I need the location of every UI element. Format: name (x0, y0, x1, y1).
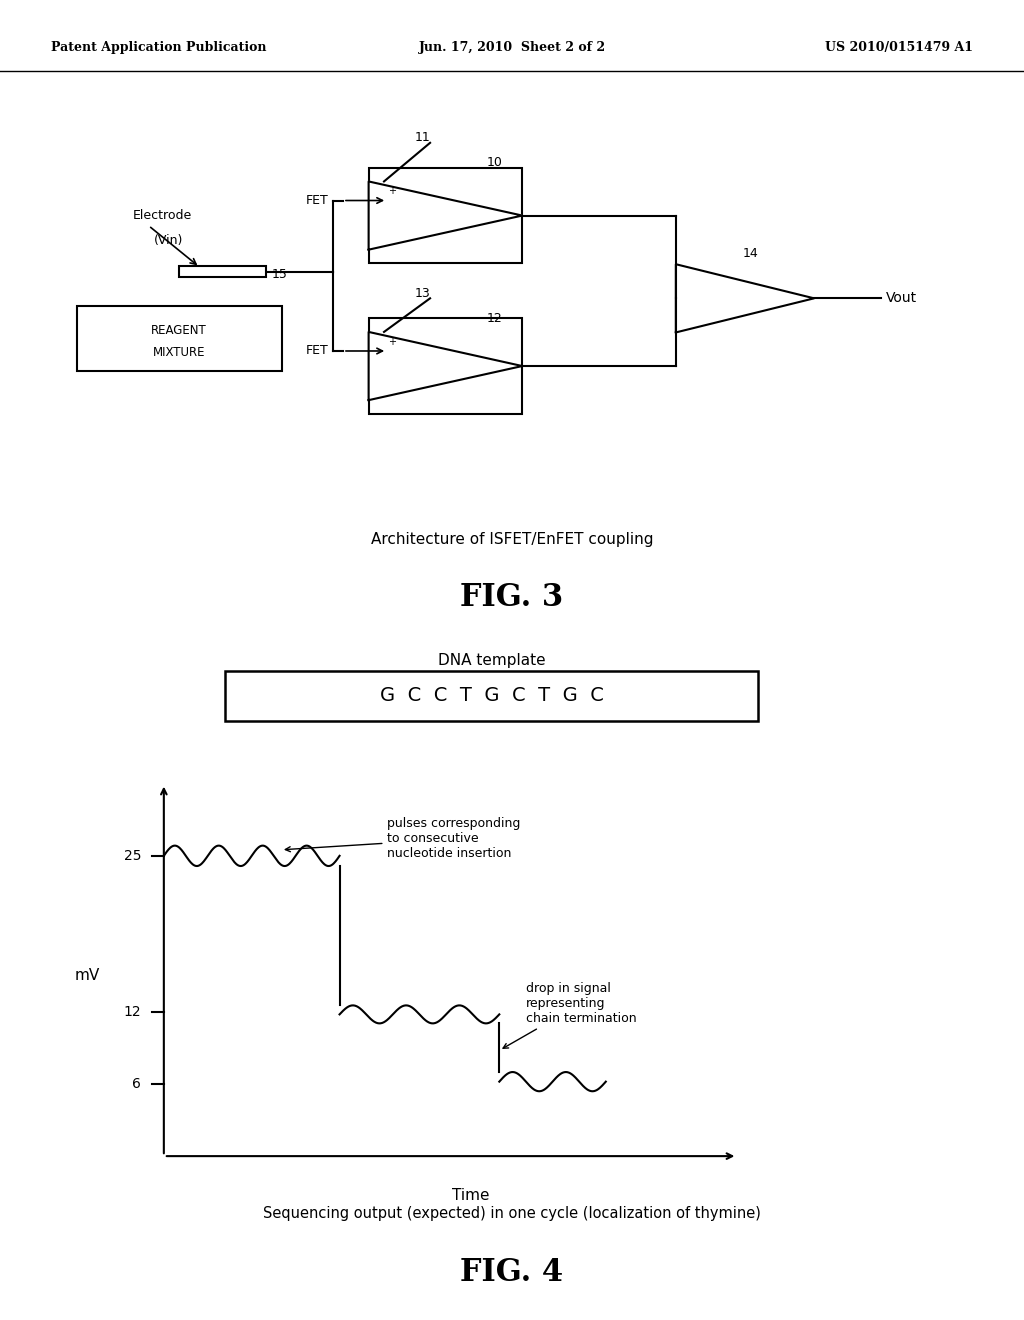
Text: Patent Application Publication: Patent Application Publication (51, 41, 266, 54)
Text: (Vin): (Vin) (154, 234, 183, 247)
Text: DNA template: DNA template (437, 653, 546, 668)
Text: Time: Time (453, 1188, 489, 1203)
Text: 12: 12 (486, 312, 502, 325)
Text: 10: 10 (486, 156, 503, 169)
Bar (369, 168, 522, 263)
Text: +: + (388, 337, 396, 347)
Text: 11: 11 (415, 131, 430, 144)
Text: FET: FET (306, 194, 329, 207)
Text: G  C  C  T  G  C  T  G  C: G C C T G C T G C (380, 686, 603, 705)
Bar (179, 267, 266, 277)
Polygon shape (369, 331, 522, 400)
Text: 25: 25 (124, 849, 141, 863)
Text: mV: mV (75, 969, 99, 983)
Text: pulses corresponding
to consecutive
nucleotide insertion: pulses corresponding to consecutive nucl… (286, 817, 521, 861)
Polygon shape (369, 181, 522, 249)
Text: Vout: Vout (886, 292, 916, 305)
Text: 14: 14 (742, 247, 758, 260)
Text: 15: 15 (271, 268, 288, 281)
Bar (369, 318, 522, 413)
Text: Sequencing output (expected) in one cycle (localization of thymine): Sequencing output (expected) in one cycl… (263, 1205, 761, 1221)
Text: Architecture of ISFET/EnFET coupling: Architecture of ISFET/EnFET coupling (371, 532, 653, 546)
Text: 12: 12 (124, 1005, 141, 1019)
Text: FIG. 4: FIG. 4 (461, 1257, 563, 1288)
Text: +: + (388, 186, 396, 197)
Text: Jun. 17, 2010  Sheet 2 of 2: Jun. 17, 2010 Sheet 2 of 2 (419, 41, 605, 54)
FancyBboxPatch shape (225, 672, 758, 721)
Bar (77, 306, 282, 371)
Text: 6: 6 (132, 1077, 141, 1092)
Polygon shape (676, 264, 814, 333)
Text: FET: FET (306, 345, 329, 358)
Text: US 2010/0151479 A1: US 2010/0151479 A1 (824, 41, 973, 54)
Text: REAGENT: REAGENT (152, 325, 207, 338)
Text: drop in signal
representing
chain termination: drop in signal representing chain termin… (503, 982, 637, 1048)
Text: 13: 13 (415, 286, 430, 300)
Text: FIG. 3: FIG. 3 (461, 582, 563, 612)
Text: Electrode: Electrode (133, 209, 193, 222)
Text: MIXTURE: MIXTURE (153, 346, 206, 359)
